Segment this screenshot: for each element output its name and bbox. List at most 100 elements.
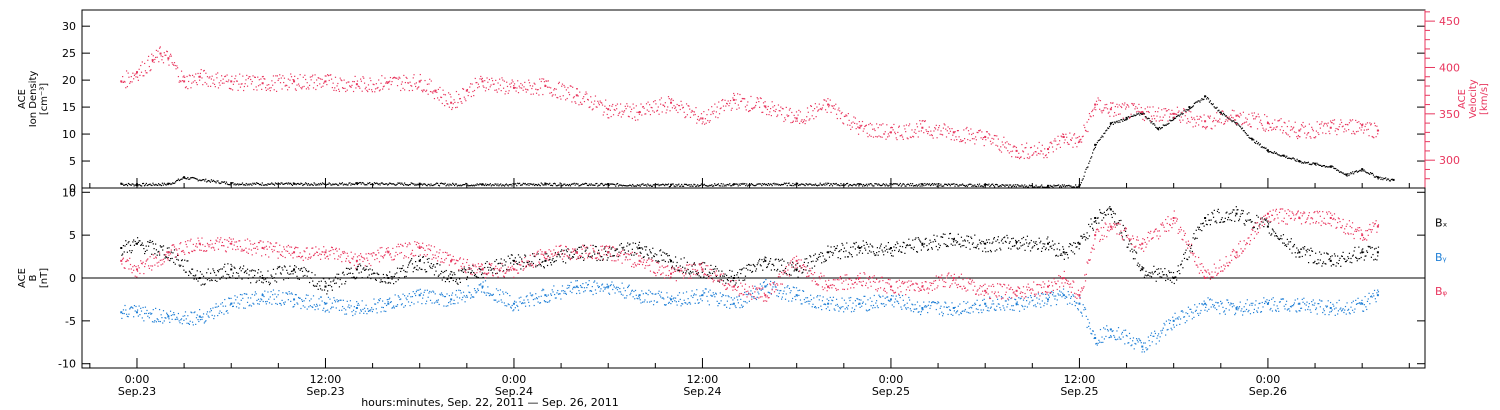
scatter-dot — [156, 56, 158, 58]
y-tick-label: 10 — [62, 128, 76, 141]
scatter-dot — [934, 240, 937, 242]
scatter-dot — [903, 242, 905, 244]
scatter-dot — [565, 249, 567, 251]
scatter-dot — [517, 263, 519, 265]
scatter-dot — [162, 249, 164, 251]
scatter-dot — [899, 245, 901, 247]
scatter-dot — [1228, 118, 1230, 120]
scatter-dot — [705, 277, 707, 279]
scatter-dot — [541, 78, 543, 80]
scatter-dot — [294, 75, 296, 77]
scatter-dot — [384, 183, 386, 186]
scatter-dot — [409, 81, 411, 83]
data-point — [607, 285, 610, 288]
scatter-dot — [722, 280, 725, 282]
data-point — [135, 71, 138, 74]
scatter-dot — [1125, 119, 1128, 121]
scatter-dot — [252, 276, 254, 278]
scatter-dot — [1010, 150, 1012, 153]
scatter-dot — [1362, 248, 1364, 250]
scatter-dot — [1343, 257, 1345, 260]
scatter-dot — [1271, 233, 1273, 235]
scatter-dot — [808, 183, 810, 185]
scatter-dot — [1178, 115, 1180, 117]
scatter-dot — [317, 77, 319, 79]
scatter-dot — [368, 88, 370, 90]
scatter-dot — [156, 318, 158, 320]
scatter-dot — [372, 273, 374, 275]
scatter-dot — [595, 246, 597, 248]
scatter-dot — [269, 282, 271, 284]
scatter-dot — [1357, 130, 1359, 132]
scatter-dot — [364, 184, 366, 186]
scatter-dot — [824, 258, 826, 260]
scatter-dot — [1334, 130, 1336, 132]
scatter-dot — [208, 180, 211, 182]
scatter-dot — [420, 268, 422, 270]
scatter-dot — [1322, 132, 1324, 134]
scatter-dot — [1114, 105, 1116, 108]
scatter-dot — [1243, 223, 1245, 225]
scatter-dot — [142, 306, 144, 309]
scatter-dot — [663, 252, 666, 254]
scatter-dot — [933, 183, 935, 185]
scatter-dot — [183, 75, 185, 77]
scatter-dot — [1261, 124, 1263, 126]
scatter-dot — [744, 98, 746, 100]
scatter-dot — [144, 312, 146, 315]
scatter-dot — [365, 86, 367, 88]
scatter-dot — [1366, 172, 1368, 174]
scatter-dot — [942, 127, 944, 129]
scatter-dot — [832, 252, 835, 254]
scatter-dot — [492, 83, 494, 85]
scatter-dot — [466, 89, 468, 91]
scatter-dot — [263, 295, 265, 298]
scatter-dot — [214, 181, 216, 183]
scatter-dot — [425, 184, 427, 187]
scatter-dot — [510, 183, 512, 186]
scatter-dot — [819, 108, 821, 110]
scatter-dot — [371, 91, 374, 93]
scatter-dot — [1369, 245, 1371, 248]
scatter-dot — [481, 272, 483, 274]
scatter-dot — [381, 182, 383, 184]
scatter-dot — [756, 264, 758, 266]
scatter-dot — [1199, 229, 1201, 231]
scatter-dot — [246, 184, 248, 186]
scatter-dot — [715, 265, 717, 268]
scatter-dot — [547, 255, 549, 257]
scatter-dot — [1355, 131, 1358, 133]
scatter-dot — [708, 271, 710, 273]
data-point — [1298, 302, 1301, 305]
scatter-dot — [589, 256, 591, 258]
scatter-dot — [924, 238, 926, 240]
scatter-dot — [1180, 263, 1182, 265]
scatter-dot — [1026, 185, 1028, 187]
scatter-dot — [271, 275, 273, 278]
scatter-dot — [1368, 135, 1370, 137]
scatter-dot — [169, 258, 172, 260]
scatter-dot — [700, 263, 703, 265]
scatter-dot — [357, 85, 359, 87]
scatter-dot — [463, 96, 465, 98]
scatter-dot — [1113, 115, 1115, 117]
scatter-dot — [197, 180, 199, 182]
scatter-dot — [859, 183, 861, 186]
scatter-dot — [189, 320, 191, 322]
scatter-dot — [773, 269, 776, 271]
scatter-dot — [350, 184, 352, 186]
scatter-dot — [615, 185, 617, 187]
scatter-dot — [930, 130, 932, 132]
scatter-dot — [232, 89, 234, 91]
scatter-dot — [1233, 110, 1235, 112]
scatter-dot — [758, 106, 761, 108]
scatter-dot — [508, 269, 510, 271]
scatter-dot — [129, 82, 131, 84]
scatter-dot — [542, 260, 544, 263]
scatter-dot — [180, 81, 182, 83]
scatter-dot — [1278, 238, 1281, 241]
scatter-dot — [1196, 115, 1198, 117]
scatter-dot — [1263, 146, 1265, 148]
scatter-dot — [194, 80, 196, 82]
